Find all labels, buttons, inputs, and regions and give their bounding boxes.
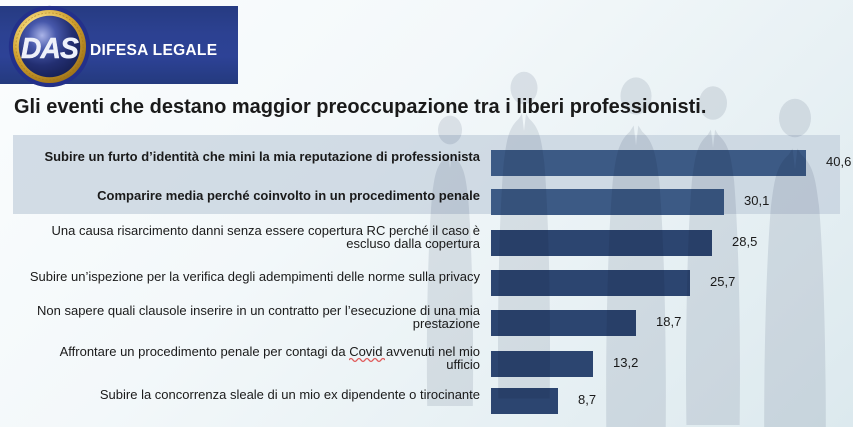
svg-text:DAS: DAS [21,32,79,64]
